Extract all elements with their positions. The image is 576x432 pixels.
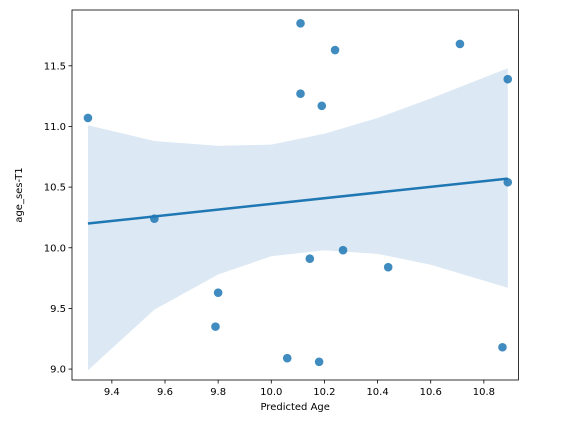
y-tick-label: 11.0	[44, 122, 66, 133]
x-axis-label: Predicted Age	[260, 402, 329, 413]
data-point	[338, 245, 348, 255]
x-tick-label: 10.4	[366, 387, 388, 398]
data-point	[83, 113, 93, 123]
plot-area	[83, 19, 513, 371]
data-point	[296, 89, 305, 99]
data-points	[83, 19, 513, 367]
x-tick-label: 9.6	[157, 387, 173, 398]
axes-frame	[71, 9, 519, 381]
x-tick-label: 9.4	[104, 387, 120, 398]
y-tick-label: 9.5	[50, 304, 66, 315]
data-point	[317, 101, 327, 111]
data-point	[211, 322, 220, 331]
data-point	[282, 353, 292, 363]
x-tick-label: 10.6	[420, 387, 442, 398]
data-point	[330, 45, 340, 55]
y-tick-label: 9.0	[50, 365, 66, 376]
data-point	[503, 177, 513, 187]
data-point	[503, 74, 513, 84]
data-point	[305, 254, 315, 263]
x-tick-label: 10.2	[313, 387, 335, 398]
x-tick-label: 10.0	[260, 387, 282, 398]
data-point	[296, 19, 305, 28]
confidence-band	[87, 68, 508, 371]
data-point	[314, 357, 324, 367]
y-tick-label: 10.0	[44, 243, 66, 254]
data-point	[383, 262, 393, 272]
data-point	[150, 214, 159, 223]
x-tick-label: 9.8	[210, 387, 226, 398]
regression-line	[87, 177, 508, 225]
y-axis-ticks: 9.0 9.5 10.0 10.5 11.0 11.5	[44, 61, 72, 376]
y-tick-label: 10.5	[44, 183, 66, 194]
data-point	[498, 342, 507, 352]
x-axis-ticks: 9.4 9.6 9.8 10.0 10.2 10.4 10.6 10.8	[104, 380, 495, 398]
data-point	[455, 39, 465, 49]
y-tick-label: 11.5	[44, 61, 66, 72]
y-axis-label: age_ses-T1	[14, 167, 25, 222]
x-tick-label: 10.8	[473, 387, 495, 398]
data-point	[213, 288, 223, 297]
